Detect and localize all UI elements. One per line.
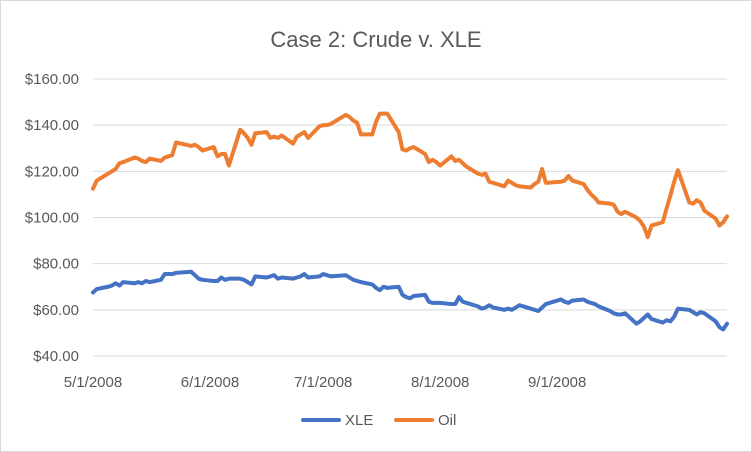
x-tick-label: 5/1/2008 (64, 374, 122, 391)
legend: XLE Oil (301, 412, 456, 429)
x-axis-ticks: 5/1/2008 6/1/2008 7/1/2008 8/1/2008 9/1/2008 (64, 374, 587, 391)
x-tick-label: 8/1/2008 (411, 374, 469, 391)
y-tick-label: $140.00 (25, 117, 79, 134)
y-tick-label: $60.00 (33, 302, 79, 319)
series-line-oil (91, 111, 729, 240)
y-tick-label: $100.00 (25, 210, 79, 227)
gridlines (93, 78, 727, 357)
chart-title: Case 2: Crude v. XLE (270, 27, 481, 52)
y-axis-ticks: $40.00 $60.00 $80.00 $100.00 $120.00 $140.00 $… (25, 71, 79, 365)
y-tick-label: $160.00 (25, 71, 79, 88)
legend-label: Oil (438, 412, 456, 429)
y-tick-label: $40.00 (33, 348, 79, 365)
series-lines (91, 111, 729, 332)
legend-item-xle: XLE (301, 412, 373, 429)
x-tick-label: 9/1/2008 (528, 374, 586, 391)
series-line-xle (91, 269, 729, 332)
y-tick-label: $80.00 (33, 256, 79, 273)
legend-item-oil: Oil (394, 412, 456, 429)
x-tick-label: 6/1/2008 (181, 374, 239, 391)
x-tick-label: 7/1/2008 (294, 374, 352, 391)
legend-label: XLE (345, 412, 373, 429)
y-tick-label: $120.00 (25, 163, 79, 180)
